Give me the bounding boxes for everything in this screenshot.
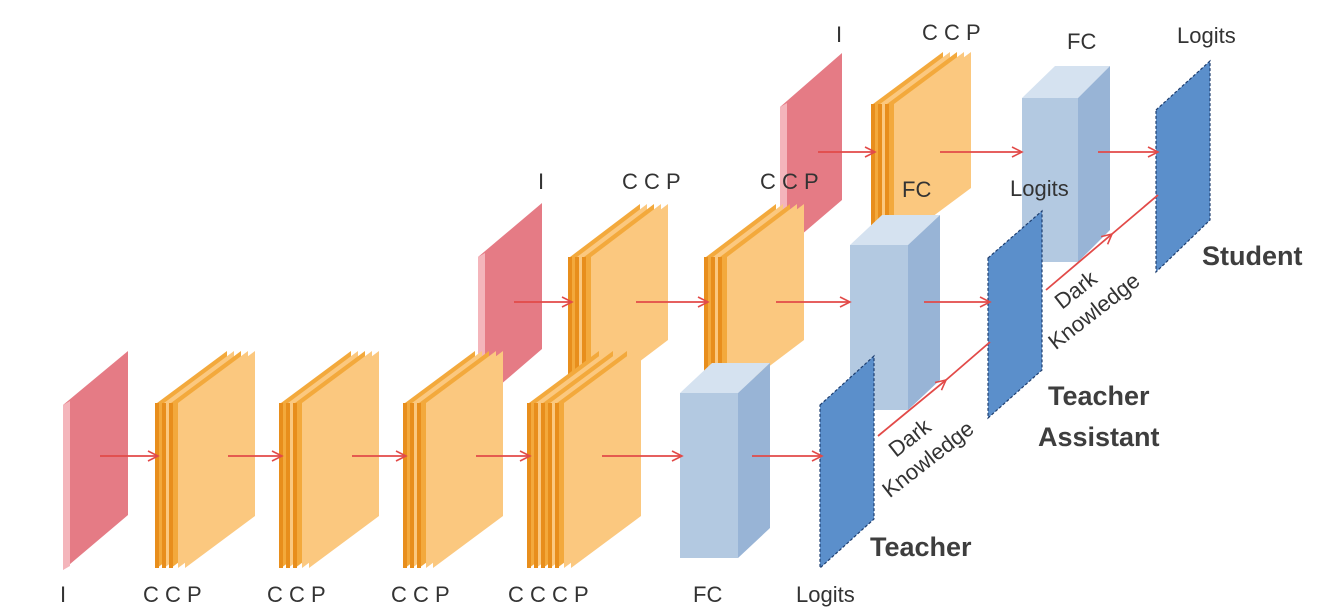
student-title: Student bbox=[1202, 241, 1303, 271]
teacher-conv-block-1 bbox=[155, 351, 255, 568]
teacher-assistant-network bbox=[478, 203, 1043, 420]
ta-fc-label: FC bbox=[902, 177, 931, 202]
teacher-assistant-title-line1: Teacher bbox=[1048, 381, 1150, 411]
teacher-conv-block-4 bbox=[527, 351, 641, 568]
teacher-conv-label-4: C C C P bbox=[508, 582, 589, 607]
student-fc-label: FC bbox=[1067, 29, 1096, 54]
student-network bbox=[780, 52, 1211, 274]
teacher-conv-label-3: C C P bbox=[391, 582, 450, 607]
dark-knowledge-arrow-teacher-to-ta bbox=[877, 378, 948, 437]
teacher-conv-block-2 bbox=[279, 351, 379, 568]
dark-knowledge-line-ta-to-student bbox=[1111, 194, 1159, 235]
ta-conv-block-1 bbox=[568, 204, 668, 393]
student-logits-label: Logits bbox=[1177, 23, 1236, 48]
ta-logits-label: Logits bbox=[1010, 176, 1069, 201]
ta-conv-label-2: C C P bbox=[760, 169, 819, 194]
ta-conv-block-2 bbox=[704, 204, 804, 393]
student-input-label: I bbox=[836, 22, 842, 47]
ta-fc-layer bbox=[850, 215, 940, 410]
teacher-title: Teacher bbox=[870, 532, 972, 562]
teacher-fc-layer bbox=[680, 363, 770, 558]
teacher-conv-label-2: C C P bbox=[267, 582, 326, 607]
teacher-input-layer bbox=[63, 351, 128, 570]
teacher-fc-label: FC bbox=[693, 582, 722, 607]
ta-logits-layer bbox=[987, 209, 1043, 420]
teacher-network bbox=[63, 351, 875, 570]
student-conv-block bbox=[871, 52, 971, 240]
student-logits-layer bbox=[1155, 59, 1211, 274]
teacher-conv-label-1: C C P bbox=[143, 582, 202, 607]
ta-conv-label-1: C C P bbox=[622, 169, 681, 194]
teacher-logits-layer bbox=[819, 354, 875, 570]
dark-knowledge-line-teacher-to-ta bbox=[945, 341, 991, 381]
teacher-input-label: I bbox=[60, 582, 66, 607]
dark-knowledge-arrow-ta-to-student bbox=[1045, 232, 1114, 291]
ta-input-label: I bbox=[538, 169, 544, 194]
student-conv-label: C C P bbox=[922, 20, 981, 45]
teacher-logits-label: Logits bbox=[796, 582, 855, 607]
teacher-conv-block-3 bbox=[403, 351, 503, 568]
teacher-assistant-title-line2: Assistant bbox=[1038, 422, 1160, 452]
